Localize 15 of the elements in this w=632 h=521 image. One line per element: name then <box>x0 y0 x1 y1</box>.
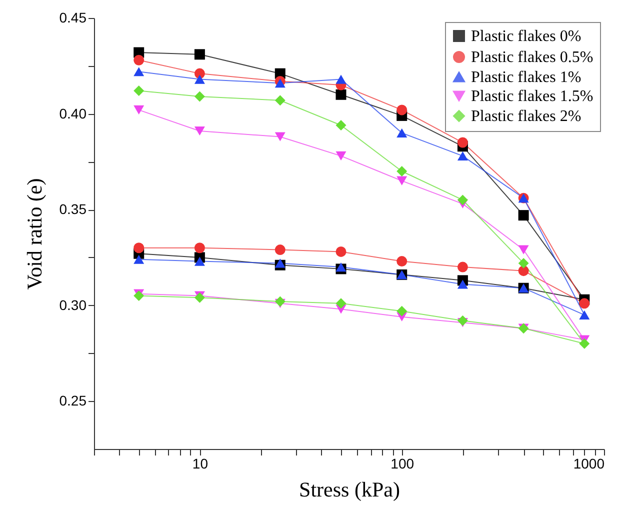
legend-label: Plastic flakes 0% <box>471 28 582 45</box>
x-axis-title: Stress (kPa) <box>299 478 400 502</box>
legend-label: Plastic flakes 0.5% <box>471 49 594 66</box>
y-tick-label: 0.30 <box>59 296 87 313</box>
y-axis-title: Void ratio (e) <box>22 178 46 290</box>
y-tick-label: 0.35 <box>59 201 87 218</box>
y-tick-label: 0.40 <box>59 105 87 122</box>
x-tick-label: 1000 <box>573 456 605 472</box>
x-tick-label: 10 <box>192 456 208 472</box>
legend-label: Plastic flakes 2% <box>471 108 582 125</box>
y-tick-label: 0.25 <box>59 392 87 409</box>
legend-label: Plastic flakes 1.5% <box>471 88 594 105</box>
x-tick-label: 100 <box>390 456 414 472</box>
y-tick-label: 0.45 <box>59 10 87 26</box>
legend-label: Plastic flakes 1% <box>471 69 582 86</box>
